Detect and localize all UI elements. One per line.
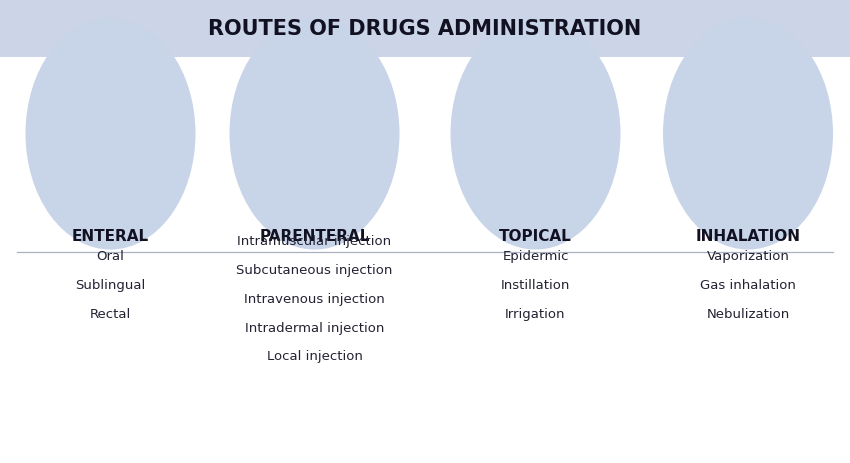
Text: Sublingual: Sublingual [76,278,145,291]
Text: Irrigation: Irrigation [505,307,566,320]
Text: ENTERAL: ENTERAL [72,229,149,244]
Text: Intramuscular injection: Intramuscular injection [237,235,392,248]
Ellipse shape [450,19,620,250]
Ellipse shape [26,19,196,250]
Text: Nebulization: Nebulization [706,307,790,320]
Text: TOPICAL: TOPICAL [499,229,572,244]
FancyBboxPatch shape [0,0,850,58]
Text: Instillation: Instillation [501,278,570,291]
Text: Local injection: Local injection [267,350,362,363]
Ellipse shape [230,19,400,250]
Text: Oral: Oral [97,250,124,263]
Text: Intradermal injection: Intradermal injection [245,321,384,334]
Text: Vaporization: Vaporization [706,250,790,263]
Ellipse shape [663,19,833,250]
Text: Gas inhalation: Gas inhalation [700,278,796,291]
Text: Rectal: Rectal [90,307,131,320]
Text: ROUTES OF DRUGS ADMINISTRATION: ROUTES OF DRUGS ADMINISTRATION [208,19,642,39]
Text: PARENTERAL: PARENTERAL [259,229,370,244]
Text: Epidermic: Epidermic [502,250,569,263]
Text: Intravenous injection: Intravenous injection [244,292,385,305]
Text: INHALATION: INHALATION [695,229,801,244]
Text: Subcutaneous injection: Subcutaneous injection [236,263,393,276]
